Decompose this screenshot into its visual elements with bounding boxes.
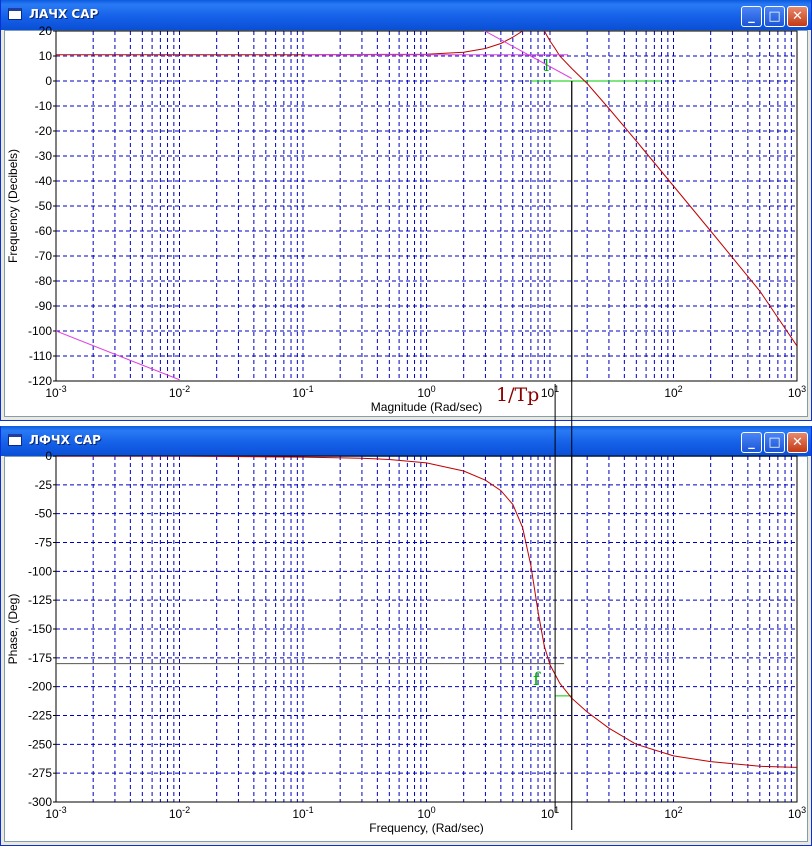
close-button[interactable]: ✕: [787, 6, 808, 27]
y-tick-label: -50: [35, 507, 53, 521]
y-tick-label: -125: [28, 593, 52, 607]
y-tick-label: -30: [35, 149, 53, 163]
y-tick-label: -150: [28, 622, 52, 636]
y-tick-label: -275: [28, 766, 52, 780]
y-tick-label: -100: [28, 564, 52, 578]
y-tick-label: -50: [35, 199, 53, 213]
y-tick-label: -60: [35, 224, 53, 238]
y-tick-label: -10: [35, 99, 53, 113]
curve-line: [56, 456, 797, 768]
l-annotation: l: [544, 56, 550, 75]
y-axis-label: Frequency (Decibels): [6, 149, 20, 263]
x-tick-label: 100: [417, 384, 435, 400]
phase-window: ЛФЧХ САР _ □ ✕: [0, 426, 812, 846]
y-tick-label: -200: [28, 680, 52, 694]
x-tick-label: 10-3: [45, 805, 66, 821]
y-tick-label: 0: [45, 449, 52, 463]
x-tick-label: 100: [417, 805, 435, 821]
y-axis-label: Phase, (Deg): [6, 594, 20, 665]
x-tick-label: 101: [541, 384, 559, 400]
y-tick-label: -300: [28, 795, 52, 809]
y-tick-label: -250: [28, 737, 52, 751]
x-axis-label: Magnitude (Rad/sec): [371, 400, 482, 414]
y-tick-label: 10: [39, 49, 53, 63]
x-tick-label: 10-1: [292, 384, 313, 400]
y-tick-label: -80: [35, 274, 53, 288]
maximize-button[interactable]: □: [764, 6, 785, 27]
y-tick-label: -100: [28, 324, 52, 338]
y-tick-label: -75: [35, 536, 53, 550]
f-annotation: f: [533, 669, 540, 690]
x-tick-label: 103: [788, 384, 806, 400]
y-tick-label: 20: [39, 24, 53, 38]
tp-annotation: 1/Tp: [496, 384, 540, 406]
asymptote-line: [56, 330, 180, 381]
magnitude-titlebar[interactable]: ЛАЧХ САР _ □ ✕: [1, 0, 811, 30]
close-button[interactable]: ✕: [787, 432, 808, 453]
magnitude-window: ЛАЧХ САР _ □ ✕: [0, 0, 812, 421]
y-tick-label: -40: [35, 174, 53, 188]
x-tick-label: 101: [541, 805, 559, 821]
y-tick-label: 0: [45, 74, 52, 88]
y-tick-label: -90: [35, 299, 53, 313]
y-tick-label: -20: [35, 124, 53, 138]
y-tick-label: -110: [29, 349, 52, 363]
window-icon: [8, 434, 22, 446]
x-tick-label: 10-1: [292, 805, 313, 821]
x-tick-label: 10-2: [169, 805, 190, 821]
x-tick-label: 10-2: [169, 384, 190, 400]
minimize-button[interactable]: _: [741, 432, 762, 453]
window-icon: [8, 8, 22, 20]
maximize-button[interactable]: □: [764, 432, 785, 453]
x-tick-label: 103: [788, 805, 806, 821]
asymptote-line: [483, 31, 572, 79]
y-tick-label: -225: [28, 709, 52, 723]
y-tick-label: -120: [28, 374, 52, 388]
phase-titlebar[interactable]: ЛФЧХ САР _ □ ✕: [1, 426, 811, 456]
x-axis-label: Frequency, (Rad/sec): [369, 821, 484, 835]
minimize-button[interactable]: _: [741, 6, 762, 27]
curve-line: [56, 31, 797, 347]
magnitude-window-title: ЛАЧХ САР: [29, 7, 99, 21]
x-tick-label: 102: [664, 805, 682, 821]
y-tick-label: -175: [28, 651, 52, 665]
y-tick-label: -25: [35, 478, 53, 492]
x-tick-label: 10-3: [45, 384, 66, 400]
phase-window-title: ЛФЧХ САР: [29, 433, 101, 447]
y-tick-label: -70: [35, 249, 53, 263]
x-tick-label: 102: [664, 384, 682, 400]
